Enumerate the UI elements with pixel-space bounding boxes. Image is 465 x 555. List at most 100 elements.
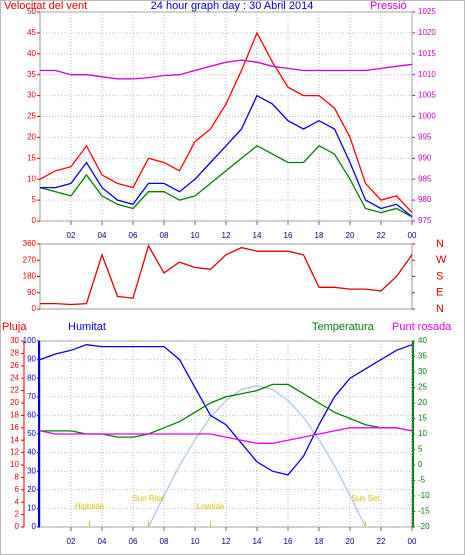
- x-tick-label: 06: [129, 537, 138, 546]
- y-tick-label: 40: [27, 448, 36, 457]
- x-tick-label: 04: [98, 231, 107, 240]
- x-tick-label: 20: [346, 537, 355, 546]
- x-tick-label: 10: [191, 537, 200, 546]
- annotation: Lowtide: [197, 502, 225, 511]
- y-tick-label: 30: [27, 466, 36, 475]
- legend-label: Humitat: [68, 321, 106, 333]
- series-line: [39, 344, 413, 476]
- series-line: [40, 94, 413, 218]
- y3-tick-label: 2: [15, 510, 20, 519]
- x-tick-label: 14: [253, 537, 262, 546]
- legend-label: Punt rosada: [392, 321, 452, 333]
- x-tick-label: 14: [253, 231, 262, 240]
- y-tick-label: 30: [27, 91, 36, 100]
- y2-tick-label: 1015: [418, 49, 436, 58]
- y3-tick-label: 30: [10, 336, 19, 345]
- y-tick-label: 50: [27, 429, 36, 438]
- x-tick-label: 06: [129, 231, 138, 240]
- x-tick-label: 18: [315, 537, 324, 546]
- y3-tick-label: 4: [15, 497, 20, 506]
- y2-tick-label: 980: [418, 195, 432, 204]
- annotation: Sun Set: [351, 494, 380, 503]
- y2-tick-label: 5: [418, 445, 423, 454]
- x-tick-label: 22: [377, 537, 386, 546]
- y-tick-label: 90: [27, 288, 36, 297]
- y3-tick-label: 18: [10, 411, 19, 420]
- y-tick-label: 0: [32, 522, 37, 531]
- series-line: [39, 144, 413, 218]
- y-tick-label: 60: [27, 411, 36, 420]
- x-tick-label: 12: [222, 231, 231, 240]
- y2-tick-label: 1020: [418, 28, 436, 37]
- y-tick-label: 5: [32, 195, 37, 204]
- y3-tick-label: 12: [10, 448, 19, 457]
- y-tick-label: 35: [27, 70, 36, 79]
- y2-tick-label: 10: [418, 429, 427, 438]
- y-tick-label: 180: [23, 272, 37, 281]
- y2-tick-label: 1000: [418, 112, 436, 121]
- y3-tick-label: 24: [10, 373, 19, 382]
- x-tick-label: 12: [222, 537, 231, 546]
- y-tick-label: 10: [27, 504, 36, 513]
- y2-tick-label: 995: [418, 133, 432, 142]
- x-tick-label: 04: [98, 537, 107, 546]
- y-axis-label: Velocitat del vent: [4, 0, 87, 12]
- y2-tick-label: 1025: [418, 7, 436, 16]
- y2-tick-label: S: [436, 270, 443, 282]
- x-tick-label: 00: [408, 231, 417, 240]
- y2-tick-label: -15: [418, 507, 430, 516]
- y2-tick-label: E: [436, 287, 443, 299]
- annotation: Hightide: [75, 502, 105, 511]
- x-tick-label: 08: [160, 537, 169, 546]
- y2-tick-label: 1010: [418, 70, 436, 79]
- x-tick-label: 18: [315, 231, 324, 240]
- chart-title: 24 hour graph day : 30 Abril 2014: [151, 0, 314, 12]
- y3-tick-label: 14: [10, 435, 19, 444]
- y3-tick-label: 10: [10, 460, 19, 469]
- y2-tick-label: 15: [418, 414, 427, 423]
- x-tick-label: 08: [160, 231, 169, 240]
- annotation: Sun Rise: [132, 494, 165, 503]
- y2-tick-label: 975: [418, 216, 432, 225]
- y3-tick-label: 26: [10, 361, 19, 370]
- y-tick-label: 80: [27, 373, 36, 382]
- y2-tick-label: 20: [418, 398, 427, 407]
- y2-tick-label: 25: [418, 383, 427, 392]
- y2-tick-label: 30: [418, 367, 427, 376]
- y2-axis-label: Pressió: [370, 0, 407, 12]
- y-tick-label: 10: [27, 174, 36, 183]
- x-tick-label: 20: [346, 231, 355, 240]
- plot-area: [39, 243, 413, 310]
- series-line: [147, 384, 367, 528]
- x-tick-label: 02: [67, 537, 76, 546]
- y2-tick-label: 990: [418, 153, 432, 162]
- legend-label: Temperatura: [312, 321, 375, 333]
- y2-tick-label: 1005: [418, 91, 436, 100]
- y2-tick-label: N: [436, 238, 444, 250]
- x-tick-label: 16: [284, 537, 293, 546]
- y-tick-label: 45: [27, 28, 36, 37]
- series-line: [40, 244, 413, 306]
- y2-tick-label: -5: [418, 476, 426, 485]
- y2-tick-label: 40: [418, 336, 427, 345]
- y-tick-label: 50: [27, 7, 36, 16]
- y3-tick-label: 6: [15, 485, 20, 494]
- y3-tick-label: 8: [15, 473, 20, 482]
- x-tick-label: 10: [191, 231, 200, 240]
- y-tick-label: 100: [23, 336, 37, 345]
- series-line: [39, 427, 413, 444]
- y3-tick-label: 16: [10, 423, 19, 432]
- y-tick-label: 25: [27, 112, 36, 121]
- y2-tick-label: 985: [418, 174, 432, 183]
- series-line: [39, 31, 413, 214]
- y2-tick-label: 0: [418, 460, 423, 469]
- y-tick-label: 20: [27, 133, 36, 142]
- y2-tick-label: -20: [418, 522, 430, 531]
- y-tick-label: 0: [32, 304, 37, 313]
- y-tick-label: 15: [27, 153, 36, 162]
- y-tick-label: 70: [27, 392, 36, 401]
- series-line: [40, 59, 413, 80]
- x-tick-label: 16: [284, 231, 293, 240]
- y-tick-label: 270: [23, 255, 37, 264]
